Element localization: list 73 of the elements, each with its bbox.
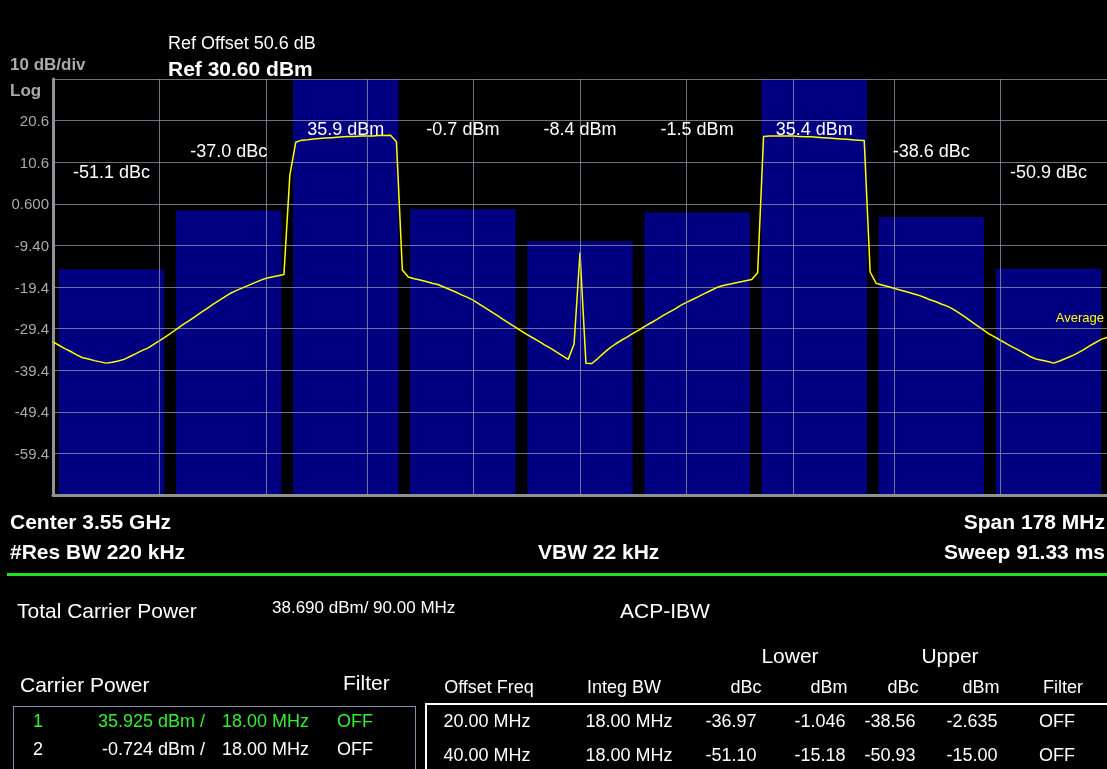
y-tick-label: 20.6 <box>19 112 49 130</box>
text: dBc <box>887 677 919 697</box>
text: dBc <box>730 677 762 697</box>
bar <box>410 209 516 495</box>
annotation: -0.7 dBm <box>426 119 500 139</box>
text: -51.10 <box>705 745 757 765</box>
annotation: 35.4 dBm <box>775 119 853 139</box>
annotation: -51.1 dBc <box>73 162 151 182</box>
text: -38.56 <box>864 711 916 731</box>
annotation: -37.0 dBc <box>190 141 268 161</box>
text: #Res BW 220 kHz <box>10 539 186 563</box>
text: OFF <box>337 711 373 731</box>
text: Center 3.55 GHz <box>10 509 172 533</box>
text: -15.00 <box>946 745 998 765</box>
bar <box>761 79 867 495</box>
text: -15.18 <box>794 745 846 765</box>
text: OFF <box>337 739 373 759</box>
annotation: -8.4 dBm <box>543 119 617 139</box>
text: 18.00 MHz <box>585 711 673 731</box>
text: 35.925 dBm / <box>97 711 205 731</box>
text: Span 178 MHz <box>963 509 1105 533</box>
text: -36.97 <box>705 711 757 731</box>
text: -0.724 dBm / <box>101 739 205 759</box>
text: 18.00 MHz <box>585 745 673 765</box>
text: ACP-IBW <box>620 598 710 622</box>
text: -1.046 <box>794 711 846 731</box>
text: OFF <box>1039 745 1075 765</box>
annotation: -38.6 dBc <box>892 141 970 161</box>
bar <box>644 212 750 495</box>
bar <box>58 269 165 495</box>
text: Upper <box>921 643 979 667</box>
bar <box>527 241 633 495</box>
text: Integ BW <box>586 677 662 697</box>
text: -50.93 <box>864 745 916 765</box>
text: 18.00 MHz <box>222 739 310 759</box>
text: 2 <box>32 739 44 759</box>
y-tick-label: -49.4 <box>14 403 49 421</box>
text: 20.00 MHz <box>443 711 531 731</box>
y-tick-label: -19.4 <box>14 278 49 296</box>
text: Filter <box>343 670 390 694</box>
bar <box>175 210 282 495</box>
text: 40.00 MHz <box>443 745 531 765</box>
y-tick-label: -29.4 <box>14 320 49 338</box>
y-tick-label: 10.6 <box>19 153 49 171</box>
text: Lower <box>761 643 819 667</box>
y-tick-label: -9.40 <box>14 236 49 254</box>
series-label: Average <box>1055 309 1104 325</box>
text: -2.635 <box>946 711 998 731</box>
text: 1 <box>32 711 44 731</box>
text: dBm <box>810 677 848 697</box>
text: Sweep 91.33 ms <box>943 539 1105 563</box>
bar <box>995 268 1102 495</box>
text: OFF <box>1039 711 1075 731</box>
y-tick-label: 0.600 <box>11 195 49 213</box>
annotation: -1.5 dBm <box>660 119 734 139</box>
text: VBW 22 kHz <box>538 539 660 563</box>
chart-subtitle: Ref Offset 50.6 dB <box>168 33 316 53</box>
text: Log <box>10 80 42 100</box>
bar <box>293 79 399 495</box>
text: Offset Freq <box>444 677 534 697</box>
y-tick-label: -39.4 <box>14 361 49 379</box>
bar <box>878 217 985 495</box>
text: Carrier Power <box>20 672 150 696</box>
chart-title: Ref 30.60 dBm <box>168 57 313 80</box>
annotation: 35.9 dBm <box>307 119 385 139</box>
text: Filter <box>1043 677 1083 697</box>
y-tick-label: -59.4 <box>14 444 49 462</box>
text: dBm <box>962 677 1000 697</box>
text: Total Carrier Power <box>17 598 197 622</box>
y-axis-title: 10 dB/div <box>10 55 87 74</box>
text: 38.690 dBm/ 90.00 MHz <box>272 597 456 617</box>
text: 18.00 MHz <box>222 711 310 731</box>
annotation: -50.9 dBc <box>1009 162 1087 182</box>
